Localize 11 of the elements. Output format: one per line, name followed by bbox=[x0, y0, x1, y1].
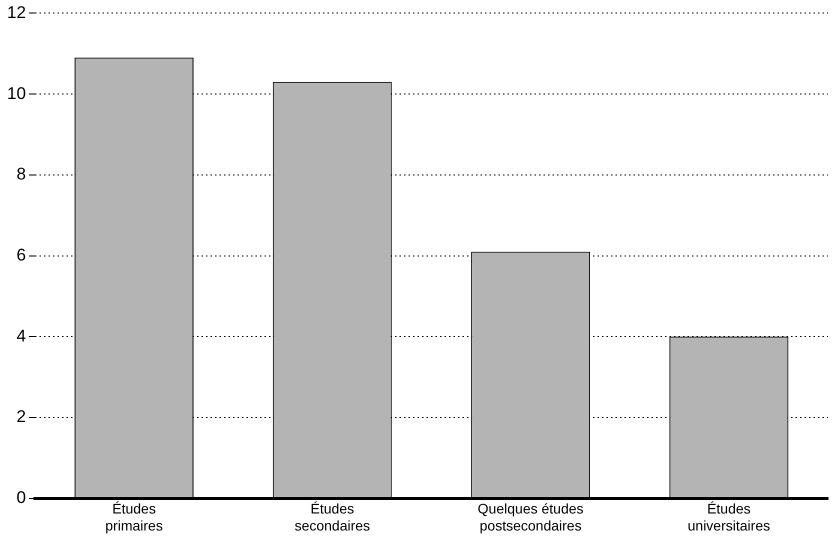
x-tick-label: Études universitaires bbox=[688, 500, 770, 534]
y-tick-label: 10 bbox=[6, 84, 26, 103]
x-tick-label: Études primaires bbox=[105, 500, 163, 534]
y-tick-label: 2 bbox=[16, 407, 26, 426]
y-tick-label: 0 bbox=[16, 488, 26, 508]
y-tick-label: 12 bbox=[6, 2, 26, 22]
y-tick-label: 8 bbox=[16, 164, 26, 184]
y-tick-label: 6 bbox=[16, 245, 26, 264]
y-tick-label: 4 bbox=[16, 326, 26, 346]
x-tick-label: Études secondaires bbox=[294, 500, 370, 534]
x-tick-label: Quelques études postsecondaires bbox=[478, 500, 584, 534]
